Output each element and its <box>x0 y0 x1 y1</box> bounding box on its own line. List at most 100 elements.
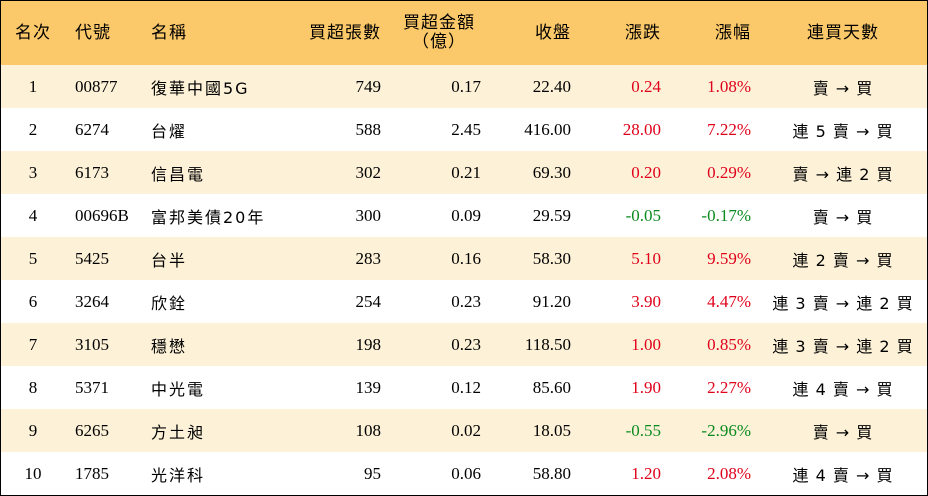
consecutive-days-cell: 連 3 賣 → 連 2 買 <box>772 293 914 313</box>
name-cell: 台燿 <box>151 121 188 141</box>
change-cell: 1.20 <box>631 463 661 483</box>
name-cell: 富邦美債20年 <box>151 207 266 227</box>
code-cell: 6274 <box>75 119 109 139</box>
net-buy-lots-cell: 302 <box>355 162 382 182</box>
change-cell: 28.00 <box>622 119 661 139</box>
table-row: 7 3105 穩懋 198 0.23 118.50 1.00 0.85% 連 3 賣 → 連 2… <box>1 323 927 366</box>
net-buy-lots-cell: 198 <box>355 334 382 354</box>
net-buy-amount-cell: 0.06 <box>451 463 481 483</box>
net-buy-amount-cell: 0.21 <box>451 162 481 182</box>
consecutive-days-cell: 賣 → 連 2 買 <box>792 164 894 184</box>
header-net-buy-amount-line1: 買超金額 <box>403 13 475 33</box>
rank-cell: 6 <box>28 291 38 311</box>
header-change-pct: 漲幅 <box>715 22 751 43</box>
header-net-buy-amount: 買超金額 （億） <box>389 1 489 65</box>
table-header-row: 名次 代號 名稱 買超張數 買超金額 （億） 收盤 漲跌 漲幅 連買天數 <box>1 1 927 65</box>
rank-cell: 3 <box>28 162 38 182</box>
name-cell: 欣銓 <box>151 293 188 313</box>
consecutive-days-cell: 連 4 賣 → 買 <box>792 379 894 399</box>
name-cell: 復華中國5G <box>151 78 250 98</box>
close-cell: 22.40 <box>532 76 571 96</box>
table-row: 2 6274 台燿 588 2.45 416.00 28.00 7.22% 連 5 賣 → 買 <box>1 108 927 151</box>
code-cell: 3264 <box>75 291 109 311</box>
change-cell: 0.20 <box>631 162 661 182</box>
code-cell: 3105 <box>75 334 109 354</box>
change-cell: -0.55 <box>625 420 661 440</box>
change-cell: 5.10 <box>631 248 661 268</box>
change-pct-cell: -0.17% <box>701 205 751 225</box>
net-buy-lots-cell: 139 <box>355 377 382 397</box>
net-buy-lots-cell: 108 <box>355 420 382 440</box>
table-row: 9 6265 方土昶 108 0.02 18.05 -0.55 -2.96% 賣 → 買 <box>1 409 927 452</box>
code-cell: 00696B <box>75 205 129 225</box>
consecutive-days-cell: 賣 → 買 <box>812 207 874 227</box>
close-cell: 58.80 <box>532 463 571 483</box>
change-cell: 3.90 <box>631 291 661 311</box>
header-rank: 名次 <box>15 22 51 43</box>
close-cell: 69.30 <box>532 162 571 182</box>
net-buy-amount-cell: 0.16 <box>451 248 481 268</box>
code-cell: 5371 <box>75 377 109 397</box>
code-cell: 00877 <box>75 76 118 96</box>
net-buy-amount-cell: 0.09 <box>451 205 481 225</box>
table-row: 1 00877 復華中國5G 749 0.17 22.40 0.24 1.08% 賣 → 買 <box>1 65 927 108</box>
change-pct-cell: 1.08% <box>707 76 751 96</box>
close-cell: 58.30 <box>532 248 571 268</box>
name-cell: 台半 <box>151 250 188 270</box>
rank-cell: 9 <box>28 420 38 440</box>
table-row: 5 5425 台半 283 0.16 58.30 5.10 9.59% 連 2 賣 → 買 <box>1 237 927 280</box>
net-buy-amount-cell: 0.23 <box>451 334 481 354</box>
consecutive-days-cell: 連 3 賣 → 連 2 買 <box>772 336 914 356</box>
net-buy-lots-cell: 254 <box>355 291 382 311</box>
rank-cell: 1 <box>28 76 38 96</box>
net-buy-amount-cell: 0.23 <box>451 291 481 311</box>
header-code: 代號 <box>75 22 111 43</box>
change-pct-cell: -2.96% <box>701 420 751 440</box>
code-cell: 5425 <box>75 248 109 268</box>
table-row: 6 3264 欣銓 254 0.23 91.20 3.90 4.47% 連 3 賣 → 連 2 … <box>1 280 927 323</box>
consecutive-days-cell: 連 2 賣 → 買 <box>792 250 894 270</box>
net-buy-amount-cell: 2.45 <box>451 119 481 139</box>
change-pct-cell: 4.47% <box>707 291 751 311</box>
header-close: 收盤 <box>535 22 571 43</box>
table-row: 3 6173 信昌電 302 0.21 69.30 0.20 0.29% 賣 → 連 2 買 <box>1 151 927 194</box>
rank-cell: 8 <box>28 377 38 397</box>
name-cell: 中光電 <box>151 379 206 399</box>
change-pct-cell: 2.08% <box>707 463 751 483</box>
net-buy-lots-cell: 300 <box>355 205 382 225</box>
table-row: 8 5371 中光電 139 0.12 85.60 1.90 2.27% 連 4 賣 → 買 <box>1 366 927 409</box>
change-cell: 1.90 <box>631 377 661 397</box>
change-pct-cell: 7.22% <box>707 119 751 139</box>
rank-cell: 4 <box>28 205 38 225</box>
consecutive-days-cell: 賣 → 買 <box>812 78 874 98</box>
header-consecutive-days: 連買天數 <box>807 22 879 43</box>
header-net-buy-lots: 買超張數 <box>309 22 381 43</box>
change-pct-cell: 0.29% <box>707 162 751 182</box>
rank-cell: 7 <box>28 334 38 354</box>
header-net-buy-amount-line2: （億） <box>412 32 466 52</box>
code-cell: 6173 <box>75 162 109 182</box>
consecutive-days-cell: 賣 → 買 <box>812 422 874 442</box>
net-buy-lots-cell: 95 <box>364 463 381 483</box>
net-buy-lots-cell: 588 <box>355 119 382 139</box>
code-cell: 6265 <box>75 420 109 440</box>
net-buy-amount-cell: 0.17 <box>451 76 481 96</box>
rank-cell: 5 <box>28 248 38 268</box>
close-cell: 85.60 <box>532 377 571 397</box>
consecutive-days-cell: 連 4 賣 → 買 <box>792 465 894 485</box>
name-cell: 信昌電 <box>151 164 206 184</box>
header-name: 名稱 <box>151 22 187 43</box>
change-cell: -0.05 <box>625 205 661 225</box>
close-cell: 29.59 <box>532 205 571 225</box>
change-pct-cell: 2.27% <box>707 377 751 397</box>
rank-cell: 2 <box>28 119 38 139</box>
name-cell: 穩懋 <box>151 336 188 356</box>
name-cell: 光洋科 <box>151 465 206 485</box>
change-cell: 1.00 <box>631 334 661 354</box>
consecutive-days-cell: 連 5 賣 → 買 <box>792 121 894 141</box>
name-cell: 方土昶 <box>151 422 206 442</box>
close-cell: 18.05 <box>532 420 571 440</box>
